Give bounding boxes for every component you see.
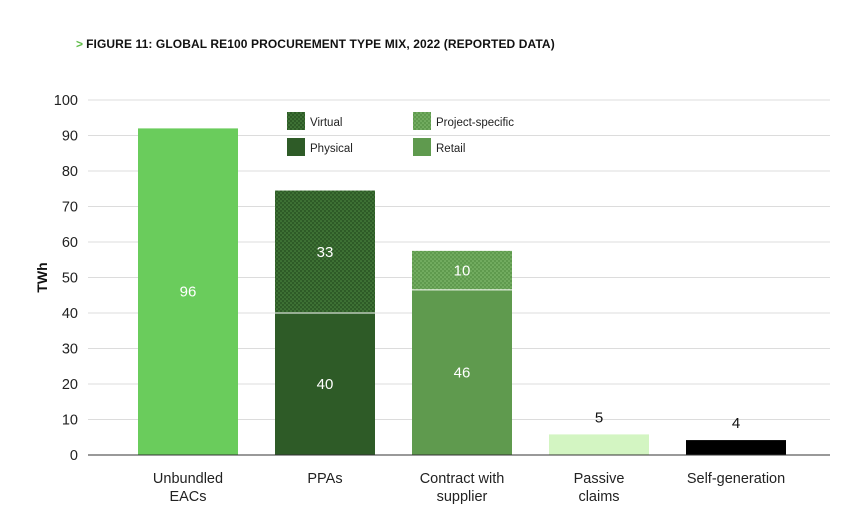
- data-label: 10: [454, 262, 471, 279]
- y-tick-label: 40: [62, 306, 78, 322]
- legend-label: Physical: [310, 143, 353, 155]
- data-label: 33: [317, 244, 334, 261]
- x-category-label: PPAs: [307, 471, 342, 487]
- x-category-label: Unbundled EACs: [153, 471, 223, 505]
- legend-swatch: [413, 138, 431, 156]
- y-tick-label: 100: [54, 93, 78, 109]
- data-label: 40: [317, 376, 334, 393]
- x-category-label: Passive claims: [574, 471, 625, 505]
- bar-segment-unbundled-eacs: [138, 128, 238, 455]
- x-category-label: Contract with supplier: [420, 471, 505, 505]
- y-tick-label: 30: [62, 342, 78, 358]
- data-label: 5: [595, 409, 603, 426]
- bar-segment-physical: [275, 313, 375, 455]
- legend: Virtual Project-specific Physical Retail: [287, 112, 514, 156]
- y-tick-label: 70: [62, 200, 78, 216]
- data-label: 46: [454, 364, 471, 381]
- bar-segment-self-generation: [686, 440, 786, 455]
- y-tick-label: 60: [62, 235, 78, 251]
- data-label: 4: [732, 415, 740, 432]
- y-axis-label: TWh: [34, 262, 50, 292]
- y-tick-label: 90: [62, 129, 78, 145]
- bar-segment-virtual: [275, 190, 375, 313]
- legend-label: Retail: [436, 143, 465, 155]
- bars: 96 40 33 46 10 5 4: [138, 128, 786, 455]
- legend-swatch: [413, 112, 431, 130]
- y-tick-label: 10: [62, 413, 78, 429]
- bar-segment-passive-claims: [549, 434, 649, 455]
- legend-swatch: [287, 138, 305, 156]
- data-label: 96: [180, 284, 197, 301]
- x-axis-categories: Unbundled EACs PPAs Contract with supplier Pa…: [153, 471, 785, 505]
- legend-swatch: [287, 112, 305, 130]
- bar-segment-retail: [412, 289, 512, 455]
- title-caret: >: [76, 37, 84, 51]
- bar-segment-project-specific: [412, 250, 512, 290]
- legend-label: Project-specific: [436, 117, 514, 129]
- y-tick-label: 50: [62, 271, 78, 287]
- figure-title: > FIGURE 11: GLOBAL RE100 PROCUREMENT TYP…: [76, 37, 555, 51]
- figure-title-text: FIGURE 11: GLOBAL RE100 PROCUREMENT TYPE…: [86, 37, 555, 51]
- x-category-label: Self-generation: [687, 471, 785, 487]
- y-tick-label: 20: [62, 377, 78, 393]
- y-tick-label: 80: [62, 164, 78, 180]
- legend-label: Virtual: [310, 117, 342, 129]
- y-axis-ticks: 0 10 20 30 40 50 60 70 80 90 100: [54, 93, 78, 464]
- y-tick-label: 0: [70, 448, 78, 464]
